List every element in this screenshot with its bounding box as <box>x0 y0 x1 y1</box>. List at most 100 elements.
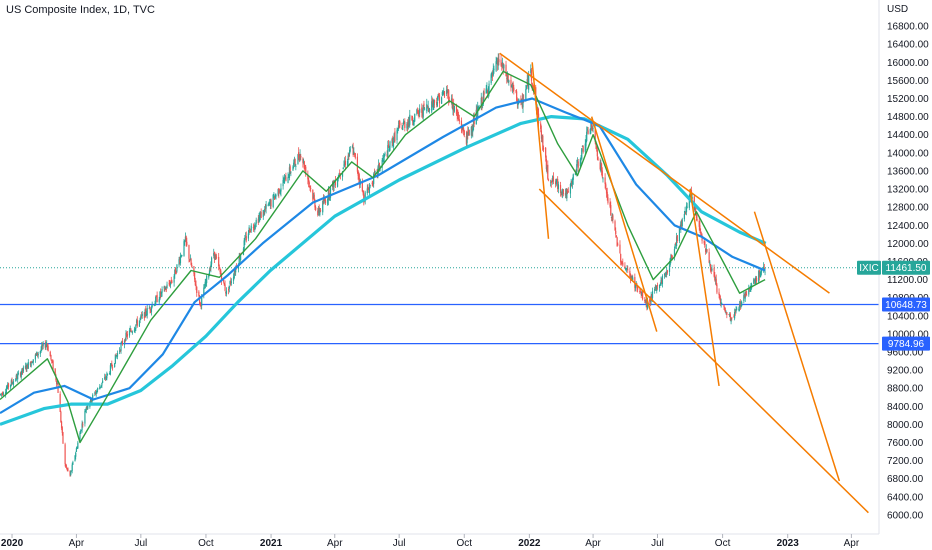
candle-body <box>615 235 618 237</box>
candle-body <box>630 276 632 280</box>
candle-body <box>683 213 685 220</box>
candle-body <box>101 382 103 386</box>
candle-body <box>233 272 235 279</box>
candle-body <box>133 329 136 333</box>
candle-body <box>7 383 9 389</box>
ma-long-line[interactable] <box>0 115 767 426</box>
candle-body <box>388 149 390 151</box>
candle-body <box>587 130 589 134</box>
candle-body <box>387 145 389 156</box>
trendline[interactable] <box>590 116 658 332</box>
candle-body <box>208 274 210 278</box>
candle-body <box>106 373 109 375</box>
candle-body <box>12 383 14 385</box>
candle-body <box>116 353 119 357</box>
candle-body <box>174 267 177 274</box>
candle-body <box>654 286 656 289</box>
candle-body <box>620 253 622 263</box>
candle-body <box>721 303 723 305</box>
candle-body <box>739 302 741 307</box>
candle-body <box>710 268 712 271</box>
candle-body <box>272 194 274 207</box>
candle-body <box>181 255 183 256</box>
candle-body <box>686 206 688 208</box>
candle-body <box>138 320 141 327</box>
candle-body <box>550 181 552 183</box>
candle-body <box>605 184 607 188</box>
candle-body <box>468 129 470 136</box>
candle-body <box>259 215 261 218</box>
trendline[interactable] <box>531 62 550 239</box>
ma-mid-line[interactable] <box>0 97 766 415</box>
candle-body <box>298 152 300 159</box>
candle-body <box>412 122 414 124</box>
candle-body <box>453 105 455 112</box>
candle-body <box>581 148 583 160</box>
candle-body <box>743 295 745 301</box>
candle-body <box>220 270 222 276</box>
candle-body <box>225 291 227 294</box>
symbol-badge-label: IXIC <box>859 263 878 274</box>
candle-body <box>490 74 492 84</box>
time-axis[interactable]: 2020 Apr Jul Oct 2021 Apr Jul Oct 2022 Apr Jul Oct 2… <box>1 534 860 549</box>
candle-body <box>443 91 446 97</box>
candle-body <box>61 427 63 433</box>
candle-body <box>224 284 226 291</box>
candle-body <box>530 68 532 73</box>
candle-body <box>369 184 371 187</box>
candle-body <box>85 410 87 413</box>
candle-body <box>462 127 464 130</box>
candle-body <box>52 360 54 370</box>
candle-body <box>173 276 175 283</box>
candle-body <box>210 264 212 269</box>
candle-body <box>398 123 400 125</box>
candle-body <box>506 75 509 81</box>
candle-body <box>614 221 616 231</box>
candle-body <box>287 177 289 184</box>
candle-body <box>632 277 634 281</box>
candle-body <box>754 279 756 282</box>
ma-short-line[interactable] <box>0 70 766 444</box>
candle-body <box>257 218 259 224</box>
candle-body <box>386 154 388 157</box>
candle-body <box>297 154 299 165</box>
candle-body <box>421 111 424 116</box>
currency-label: USD <box>887 4 908 15</box>
candle-body <box>555 180 557 183</box>
candle-body <box>709 264 712 271</box>
candle-body <box>547 179 550 181</box>
candle-body <box>465 136 467 145</box>
plot-area[interactable] <box>0 52 879 514</box>
candle-body <box>105 377 107 379</box>
time-tick-label: Jul <box>651 538 664 549</box>
candle-body <box>392 138 394 146</box>
candle-body <box>248 227 250 233</box>
candle-body <box>254 225 257 227</box>
candle-body <box>620 261 622 265</box>
price-tick-label: 6800.00 <box>887 474 924 485</box>
candle-body <box>247 233 250 239</box>
candle-body <box>94 392 96 394</box>
candle-body <box>589 129 591 135</box>
candle-body <box>66 468 68 470</box>
trendline[interactable] <box>538 188 869 514</box>
candle-body <box>179 255 182 264</box>
candle-body <box>136 319 138 326</box>
trendline[interactable] <box>499 52 830 294</box>
candle-body <box>191 264 193 267</box>
candle-body <box>611 214 613 218</box>
candle-body <box>642 290 644 300</box>
candle-body <box>631 275 633 279</box>
candle-body <box>622 262 624 266</box>
candle-body <box>488 83 490 92</box>
candle-body <box>546 166 548 170</box>
trendline[interactable] <box>689 188 720 387</box>
candle-body <box>730 319 732 322</box>
candle-body <box>709 262 711 265</box>
trendline[interactable] <box>753 211 841 482</box>
time-tick-label: Apr <box>69 538 85 549</box>
candle-body <box>705 248 707 251</box>
candle-body <box>211 257 213 265</box>
candle-body <box>203 287 206 289</box>
candle-body <box>50 354 52 360</box>
